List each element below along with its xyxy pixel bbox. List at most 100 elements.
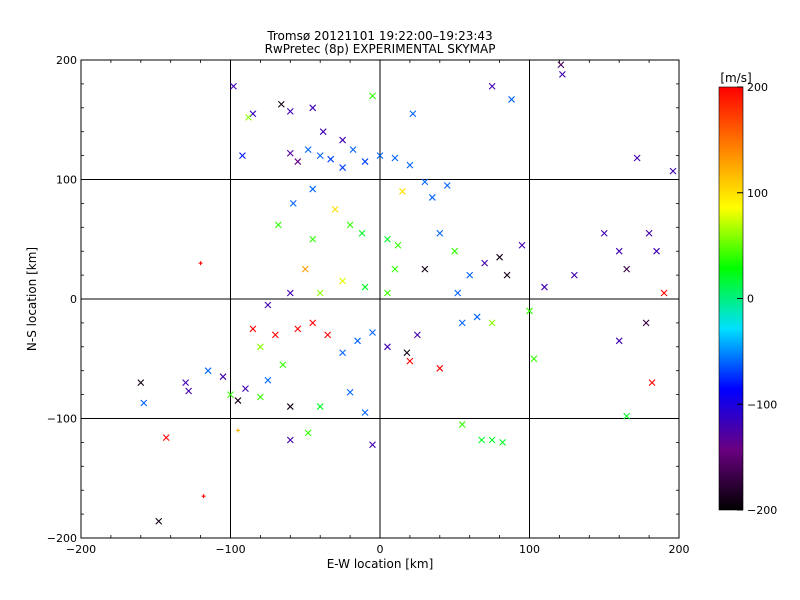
colorbar-tick-label: 200 <box>747 81 768 94</box>
x-tick-label: 0 <box>377 543 384 556</box>
data-point <box>339 164 347 171</box>
y-tick-label: 0 <box>70 293 77 306</box>
data-point <box>615 247 623 255</box>
data-point <box>518 241 526 249</box>
data-point <box>309 235 317 243</box>
y-tick-label: 100 <box>56 174 77 187</box>
data-point <box>301 265 309 273</box>
data-point <box>428 194 436 201</box>
data-point <box>204 367 212 375</box>
data-point <box>198 261 203 266</box>
data-point <box>274 221 282 229</box>
data-point <box>488 319 496 327</box>
data-point <box>249 325 257 333</box>
data-point <box>436 229 444 237</box>
data-point <box>242 385 249 393</box>
data-point <box>324 331 332 339</box>
data-point <box>660 289 668 297</box>
data-point <box>361 283 369 291</box>
data-point <box>399 188 406 195</box>
x-tick-label: 100 <box>519 543 540 556</box>
data-point <box>369 329 376 336</box>
data-point <box>648 379 656 387</box>
data-point <box>406 161 414 169</box>
colorbar-tick-label: −200 <box>747 504 777 517</box>
colorbar-label: [m/s] <box>720 71 751 85</box>
data-point <box>384 289 391 297</box>
data-point <box>421 265 429 273</box>
data-point <box>185 387 193 395</box>
data-point <box>361 158 369 165</box>
data-point <box>623 265 631 273</box>
data-point <box>488 82 496 90</box>
data-point <box>316 152 324 159</box>
data-point <box>339 136 347 144</box>
data-point <box>354 337 361 345</box>
data-point <box>316 403 324 410</box>
data-point <box>277 100 285 108</box>
data-point <box>162 434 170 442</box>
axis-ticks: −200 −100 0 100 200 −200 −100 0 100 200 <box>47 54 690 556</box>
data-point <box>264 301 272 309</box>
data-point <box>140 399 148 407</box>
data-point <box>436 364 444 372</box>
data-point <box>279 361 287 369</box>
colorbar-ticks: 200 100 0 −100 −200 <box>737 81 777 517</box>
chart-title: Tromsø 20121101 19:22:00–19:23:43 <box>266 29 492 43</box>
data-point <box>633 154 641 162</box>
data-point <box>257 393 264 401</box>
data-point <box>478 436 486 444</box>
data-point <box>451 247 459 255</box>
data-point <box>309 319 317 327</box>
y-axis-label: N-S location [km] <box>25 247 39 351</box>
data-point <box>473 313 481 321</box>
data-point <box>227 391 234 398</box>
colorbar-tick-label: 100 <box>747 187 768 200</box>
data-point <box>346 221 354 229</box>
data-point <box>331 205 339 213</box>
data-point <box>526 307 533 315</box>
data-point <box>361 409 369 416</box>
data-point <box>349 146 357 154</box>
data-point <box>271 331 279 339</box>
data-point <box>499 439 506 446</box>
data-point <box>230 82 237 90</box>
data-point <box>645 229 653 237</box>
data-point <box>443 182 451 189</box>
data-point <box>454 289 462 297</box>
data-point <box>327 155 335 163</box>
data-point <box>394 241 402 249</box>
data-point <box>481 259 489 267</box>
data-point <box>623 412 631 420</box>
data-point <box>235 428 240 433</box>
data-point <box>304 146 312 154</box>
data-point <box>503 271 511 279</box>
data-point <box>219 373 227 381</box>
data-point <box>384 235 391 243</box>
data-point <box>137 379 145 387</box>
data-point <box>358 229 366 237</box>
data-point <box>570 271 578 279</box>
data-point <box>421 178 429 186</box>
data-point <box>182 379 190 387</box>
data-point <box>391 154 399 162</box>
data-point <box>642 319 650 327</box>
data-point <box>286 107 294 115</box>
data-point <box>286 289 294 297</box>
data-point <box>409 110 417 118</box>
data-point <box>653 247 660 255</box>
data-point <box>289 200 297 207</box>
data-point <box>257 343 264 351</box>
data-point <box>458 319 466 327</box>
data-point <box>369 441 376 449</box>
data-point <box>508 96 515 103</box>
data-point <box>286 403 294 410</box>
data-point <box>286 436 294 444</box>
x-tick-label: 200 <box>669 543 690 556</box>
data-point <box>155 517 163 525</box>
data-point <box>541 283 548 291</box>
data-point <box>458 421 466 428</box>
data-point <box>309 185 317 193</box>
data-point <box>600 229 608 237</box>
